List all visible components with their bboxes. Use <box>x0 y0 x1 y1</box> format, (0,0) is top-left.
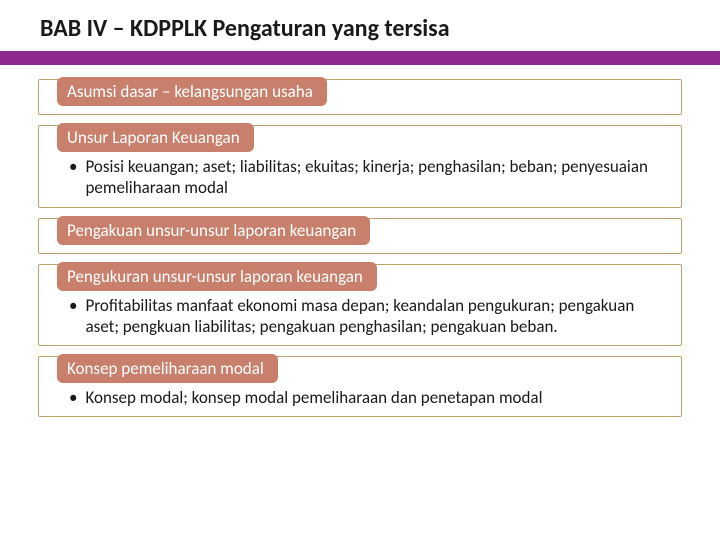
block-pengakuan-unsur: Pengakuan unsur-unsur laporan keuangan <box>38 218 682 254</box>
block-unsur-laporan: Unsur Laporan Keuangan • Posisi keuangan… <box>38 125 682 208</box>
bullet-text: Posisi keuangan; aset; liabilitas; ekuit… <box>85 156 665 199</box>
pill-label: Pengakuan unsur-unsur laporan keuangan <box>57 216 370 245</box>
block-asumsi-dasar: Asumsi dasar – kelangsungan usaha <box>38 79 682 115</box>
bullet-icon: • <box>69 295 85 338</box>
title-area: BAB IV – KDPPLK Pengaturan yang tersisa <box>0 0 720 51</box>
block-pengukuran-unsur: Pengukuran unsur-unsur laporan keuangan … <box>38 264 682 347</box>
content-area: Asumsi dasar – kelangsungan usaha Unsur … <box>0 65 720 417</box>
block-body: • Konsep modal; konsep modal pemeliharaa… <box>39 385 681 416</box>
pill-label: Konsep pemeliharaan modal <box>57 354 278 383</box>
pill-label: Asumsi dasar – kelangsungan usaha <box>57 77 327 106</box>
bullet-text: Profitabilitas manfaat ekonomi masa depa… <box>85 295 665 338</box>
page-title: BAB IV – KDPPLK Pengaturan yang tersisa <box>40 14 720 43</box>
bullet-icon: • <box>69 387 85 408</box>
bullet-icon: • <box>69 156 85 199</box>
block-body: • Profitabilitas manfaat ekonomi masa de… <box>39 293 681 346</box>
list-item: • Posisi keuangan; aset; liabilitas; eku… <box>69 156 665 199</box>
block-body: • Posisi keuangan; aset; liabilitas; eku… <box>39 154 681 207</box>
pill-label: Pengukuran unsur-unsur laporan keuangan <box>57 262 377 291</box>
pill-label: Unsur Laporan Keuangan <box>57 123 254 152</box>
bullet-text: Konsep modal; konsep modal pemeliharaan … <box>85 387 542 408</box>
list-item: • Konsep modal; konsep modal pemeliharaa… <box>69 387 665 408</box>
accent-band <box>0 51 720 65</box>
block-konsep-pemeliharaan: Konsep pemeliharaan modal • Konsep modal… <box>38 356 682 417</box>
list-item: • Profitabilitas manfaat ekonomi masa de… <box>69 295 665 338</box>
